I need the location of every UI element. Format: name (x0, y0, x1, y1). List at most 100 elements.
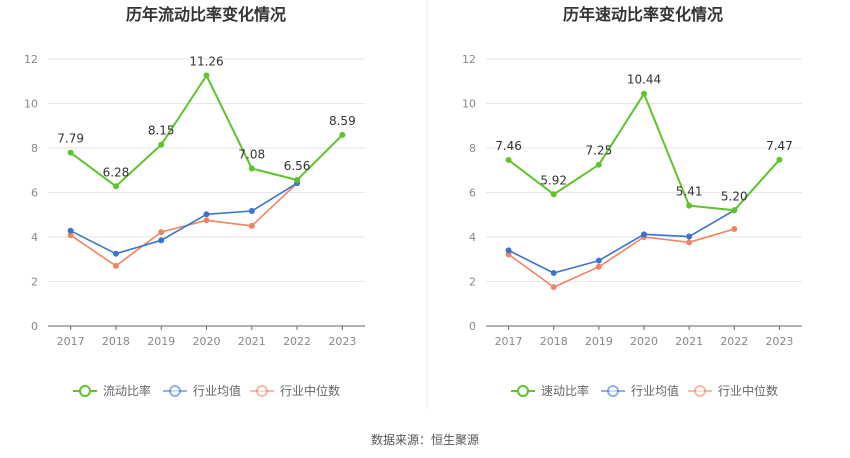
data-point-main (158, 141, 165, 148)
legend-item-industry-median: 行业中位数 (250, 383, 340, 398)
x-tick-label: 2022 (283, 335, 311, 348)
legend-marker (517, 385, 529, 397)
data-label: 5.92 (540, 173, 567, 187)
x-tick-label: 2019 (585, 335, 613, 348)
data-label: 6.56 (284, 159, 311, 173)
data-point-main (641, 90, 647, 97)
data-point-industry-avg (505, 247, 512, 254)
legend-item-industry-avg: 行业均值 (601, 383, 679, 398)
data-label: 8.15 (148, 124, 175, 138)
data-label: 7.25 (585, 144, 612, 158)
data-point-industry-avg (550, 270, 557, 277)
data-label: 6.28 (103, 165, 130, 179)
legend-marker (169, 385, 181, 397)
x-tick-label: 2017 (495, 335, 523, 348)
y-tick-label: 12 (24, 53, 38, 66)
data-point-industry-median (158, 229, 165, 236)
data-point-main (339, 131, 346, 138)
y-tick-label: 4 (469, 231, 476, 244)
y-tick-label: 2 (31, 276, 38, 289)
data-point-main (248, 165, 255, 172)
y-tick-label: 10 (462, 98, 476, 111)
data-label: 7.46 (495, 139, 522, 153)
x-tick-label: 2023 (328, 335, 356, 348)
x-tick-label: 2020 (630, 335, 658, 348)
series-line-industry-median (508, 228, 735, 288)
legend-item-main: 速动比率 (511, 383, 589, 398)
legend-marker (694, 385, 706, 397)
y-tick-label: 8 (31, 142, 38, 155)
y-tick-label: 0 (469, 320, 476, 333)
data-point-main (595, 161, 602, 168)
source-note: 数据来源：恒生聚源 (371, 432, 479, 447)
chart-panel-1: 历年流动比率变化情况 0 2 4 6 8 10 12 2017 2018 2019 2020 2021 2… (24, 5, 365, 398)
legend-marker (79, 385, 91, 397)
x-tick-label: 2020 (193, 335, 221, 348)
data-point-industry-avg (112, 250, 119, 257)
data-point-main (294, 177, 301, 184)
y-tick-label: 10 (24, 98, 38, 111)
data-point-industry-median (686, 239, 693, 246)
x-tick-label: 2023 (765, 335, 793, 348)
data-point-industry-avg (641, 231, 647, 238)
y-tick-label: 0 (31, 320, 38, 333)
data-point-industry-median (112, 262, 119, 269)
data-point-industry-avg (595, 257, 602, 264)
data-label: 7.79 (57, 132, 84, 146)
x-tick-label: 2018 (540, 335, 568, 348)
data-label: 7.08 (238, 147, 265, 161)
series-line-industry-avg (508, 209, 735, 274)
series-line-industry-avg (70, 182, 298, 255)
legend-item-industry-avg: 行业均值 (163, 383, 241, 398)
x-tick-label: 2019 (147, 335, 175, 348)
chart-title: 历年流动比率变化情况 (126, 5, 286, 24)
data-label: 8.59 (329, 114, 356, 128)
legend-label: 行业中位数 (280, 383, 340, 398)
chart-title: 历年速动比率变化情况 (563, 5, 723, 24)
x-tick-label: 2022 (720, 335, 748, 348)
x-tick-label: 2017 (57, 335, 85, 348)
legend-marker (256, 385, 268, 397)
data-point-industry-median (550, 284, 557, 291)
data-label: 7.47 (766, 139, 793, 153)
y-tick-label: 2 (469, 276, 476, 289)
legend-label: 速动比率 (541, 383, 589, 398)
data-label: 5.20 (721, 189, 748, 203)
data-point-main (686, 202, 693, 209)
data-point-main (776, 156, 783, 163)
legend-label: 行业均值 (631, 383, 679, 398)
y-tick-label: 6 (469, 187, 476, 200)
x-tick-label: 2018 (102, 335, 130, 348)
y-tick-label: 8 (469, 142, 476, 155)
x-tick-label: 2021 (238, 335, 266, 348)
data-label: 11.26 (189, 54, 223, 68)
y-tick-label: 12 (462, 53, 476, 66)
chart-panel-2: 历年速动比率变化情况 0 2 4 6 8 10 12 2017 2018 2019 2020 2021 2… (462, 5, 802, 398)
legend-item-main: 流动比率 (73, 383, 151, 398)
legend-label: 行业均值 (193, 383, 241, 398)
data-label: 10.44 (627, 73, 661, 87)
data-point-main (67, 149, 74, 156)
data-point-industry-avg (686, 233, 693, 240)
data-point-main (203, 72, 210, 79)
data-label: 5.41 (676, 185, 703, 199)
data-point-main (731, 207, 738, 214)
legend-label: 行业中位数 (718, 383, 778, 398)
data-point-main (550, 191, 557, 198)
y-tick-label: 4 (31, 231, 38, 244)
data-point-industry-median (248, 222, 255, 229)
y-tick-label: 6 (31, 187, 38, 200)
data-point-main (505, 157, 512, 164)
data-point-industry-avg (158, 237, 165, 244)
data-point-industry-avg (248, 207, 255, 214)
legend-item-industry-median: 行业中位数 (688, 383, 778, 398)
legend-marker (607, 385, 619, 397)
x-tick-label: 2021 (675, 335, 703, 348)
data-point-main (112, 183, 119, 190)
data-point-industry-median (203, 217, 210, 224)
legend-label: 流动比率 (103, 383, 151, 398)
data-point-industry-median (731, 225, 738, 232)
series-line-industry-median (70, 182, 298, 267)
data-point-industry-median (595, 263, 602, 270)
